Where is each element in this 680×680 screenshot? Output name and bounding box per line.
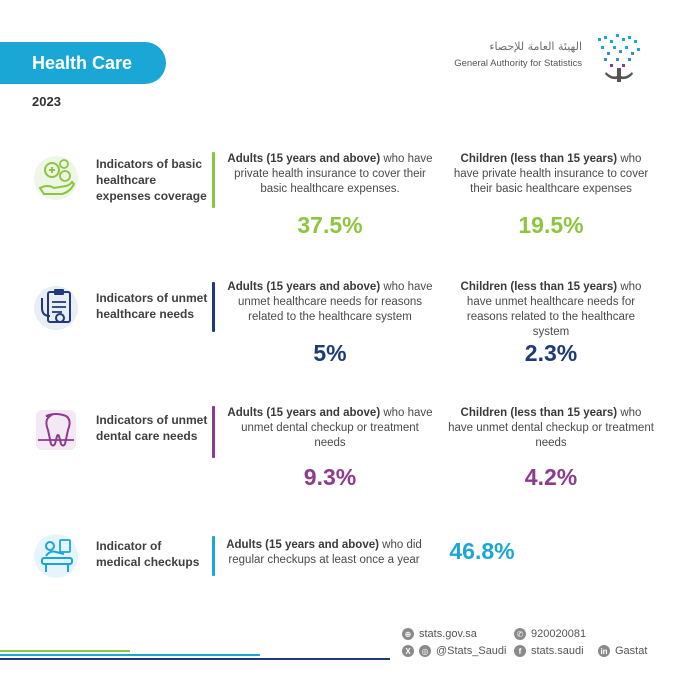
- children-description: Children (less than 15 years) who have u…: [448, 407, 654, 449]
- instagram-icon: ◎: [419, 645, 431, 657]
- adults-description: Adults (15 years and above) who have unm…: [227, 281, 433, 323]
- linkedin-icon: in: [598, 645, 610, 657]
- row-separator: [212, 282, 215, 332]
- logo-arabic-text: الهيئة العامة للإحصاء: [489, 40, 582, 53]
- medical-checkup-icon: [34, 534, 78, 578]
- adults-description: Adults (15 years and above) who have pri…: [227, 153, 433, 195]
- children-description: Children (less than 15 years) who have u…: [460, 281, 642, 338]
- logo-english-text: General Authority for Statistics: [454, 58, 582, 69]
- gastat-logo: الهيئة العامة للإحصاء General Authority …: [446, 32, 646, 88]
- row-label: Indicators of unmet healthcare needs: [96, 291, 208, 321]
- clipboard-stethoscope-icon: [34, 286, 78, 330]
- footer-linkedin[interactable]: in Gastat: [598, 645, 647, 657]
- page-title: Health Care: [32, 52, 133, 73]
- adults-value: 9.3%: [303, 464, 357, 490]
- row-separator: [212, 536, 215, 576]
- adults-value: 46.8%: [449, 538, 515, 564]
- footer-line-blue: [0, 654, 260, 656]
- adults-value: 5%: [313, 340, 347, 366]
- row-label: Indicators of basic healthcare expenses …: [96, 157, 207, 203]
- children-value: 19.5%: [518, 212, 584, 238]
- footer-facebook[interactable]: f stats.saudi: [514, 645, 584, 657]
- footer-phone[interactable]: ✆ 920020081: [514, 628, 586, 640]
- x-twitter-icon: X: [402, 645, 414, 657]
- gastat-logo-icon: [598, 34, 640, 82]
- children-description: Children (less than 15 years) who have p…: [453, 153, 649, 195]
- row-separator: [212, 152, 215, 208]
- row-label: Indicator of medical checkups: [96, 539, 200, 569]
- footer-line-navy: [0, 658, 390, 660]
- health-insurance-icon: [34, 156, 78, 200]
- adults-description: Adults (15 years and above) who have unm…: [227, 407, 433, 449]
- globe-icon: ⊕: [402, 628, 414, 640]
- year-label: 2023: [32, 94, 61, 109]
- footer-website[interactable]: ⊕ stats.gov.sa: [402, 628, 477, 640]
- tooth-icon: [36, 410, 76, 450]
- footer-twitter[interactable]: X ◎ @Stats_Saudi: [402, 645, 507, 657]
- children-value: 2.3%: [524, 340, 578, 366]
- footer-line-green: [0, 650, 130, 652]
- row-separator: [212, 406, 215, 458]
- row-label: Indicators of unmet dental care needs: [96, 413, 208, 443]
- page-title-banner: Health Care: [0, 42, 166, 84]
- facebook-icon: f: [514, 645, 526, 657]
- phone-icon: ✆: [514, 628, 526, 640]
- adults-description: Adults (15 years and above) who did regu…: [226, 539, 422, 566]
- adults-value: 37.5%: [297, 212, 363, 238]
- children-value: 4.2%: [524, 464, 578, 490]
